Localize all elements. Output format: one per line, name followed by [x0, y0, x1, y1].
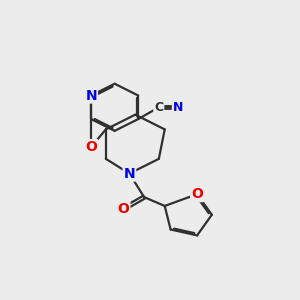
Text: N: N [85, 88, 97, 103]
Text: N: N [124, 167, 135, 181]
Text: O: O [85, 140, 97, 154]
Text: O: O [118, 202, 129, 216]
Text: N: N [173, 101, 183, 114]
Text: O: O [191, 187, 203, 201]
Text: C: C [154, 101, 164, 114]
